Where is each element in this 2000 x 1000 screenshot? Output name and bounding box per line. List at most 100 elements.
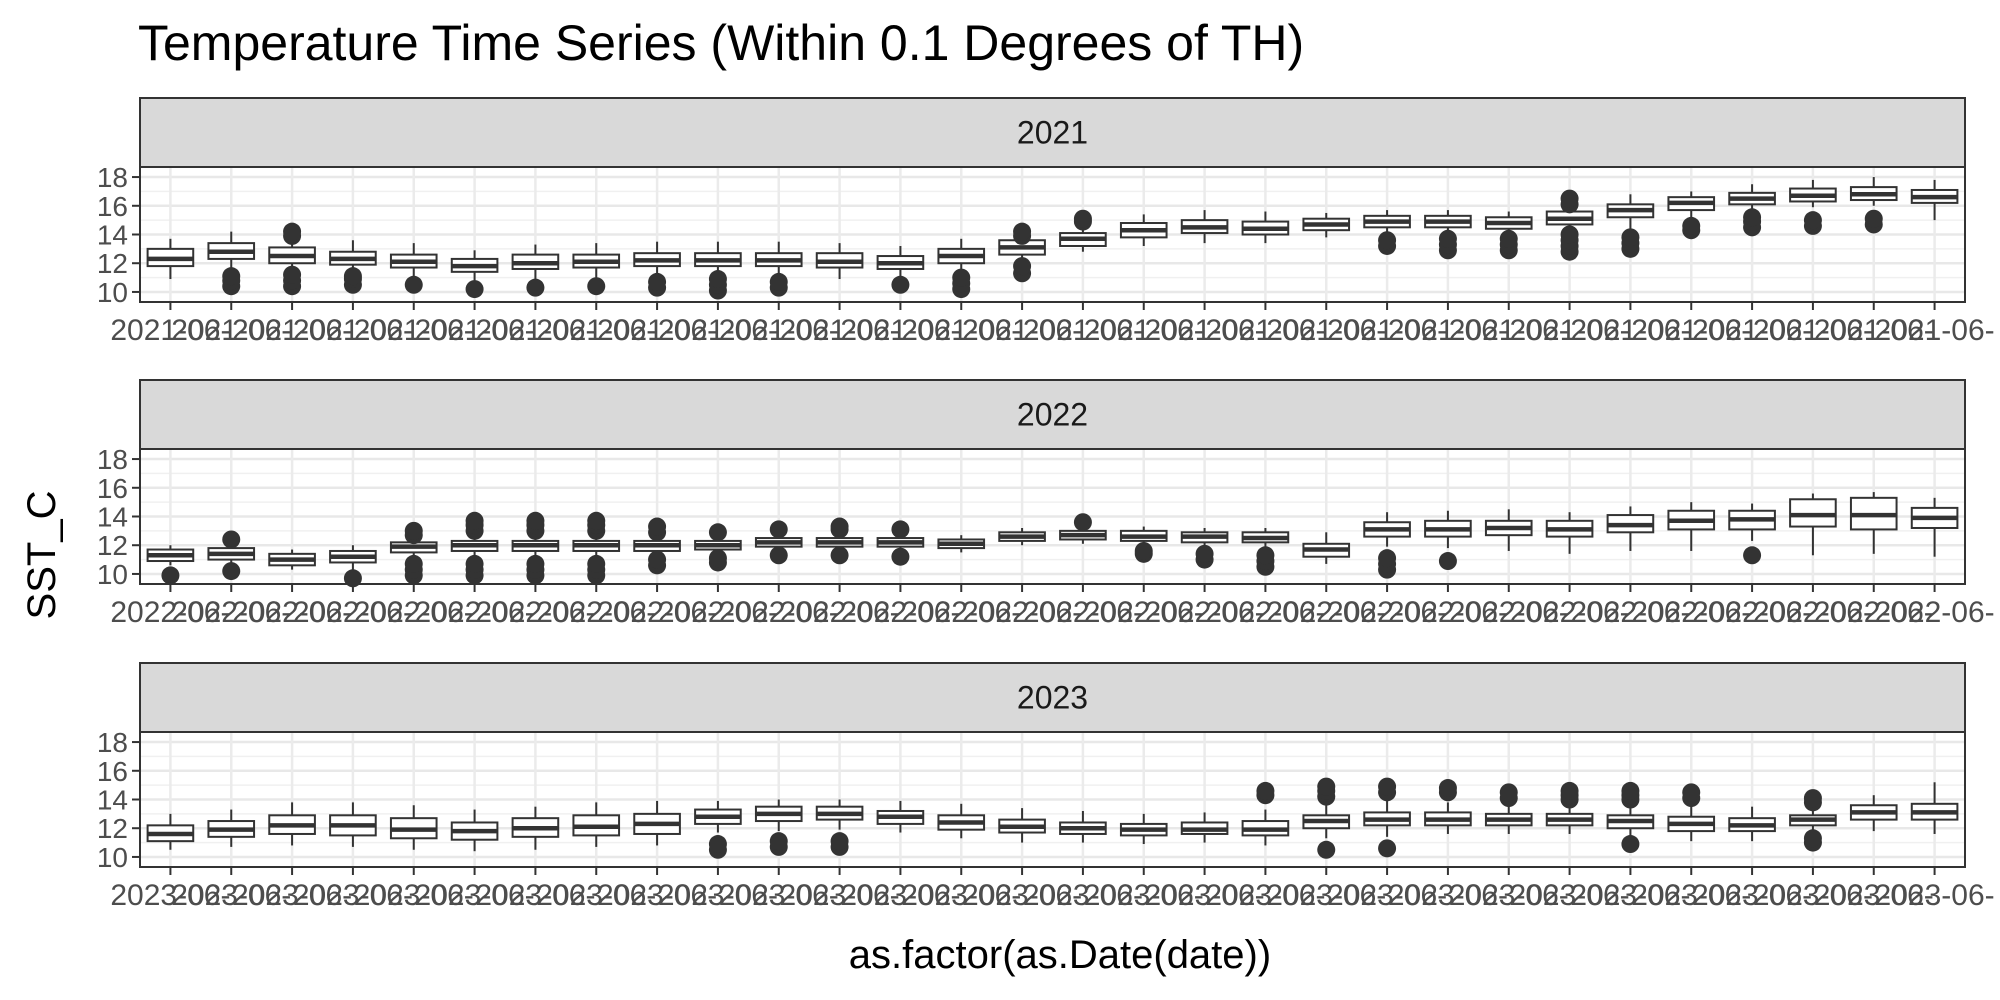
- panel-border: [139, 448, 1966, 585]
- outlier-point: [1499, 229, 1518, 248]
- facet-strip-label: 2022: [1017, 397, 1088, 433]
- facet-panel-2023: 202310121416182023-06-2023-06-2023-06-20…: [97, 662, 1995, 912]
- box-2023-13: [876, 800, 925, 833]
- outlier-point: [1195, 544, 1214, 563]
- x-tick-label: 2022-06-: [1510, 596, 1630, 629]
- x-tick-label: 2023-06-: [1388, 879, 1508, 912]
- x-tick-label: 2022-06-: [1327, 596, 1447, 629]
- x-tick-label: 2022-06-: [901, 596, 1021, 629]
- x-tick-label: 2021-06-: [1570, 314, 1690, 347]
- box-2021-10: [694, 241, 742, 300]
- x-tick-label: 2021-06-: [1205, 314, 1325, 347]
- box-2023-10: [694, 800, 742, 859]
- x-tick-label: 2022-06-: [962, 596, 1082, 629]
- outlier-point: [587, 554, 606, 573]
- box-2023-16: [1059, 810, 1107, 843]
- box-2022-24: [1545, 512, 1594, 554]
- x-tick-label: 2023-06-: [962, 879, 1082, 912]
- box-2022-30: [1910, 497, 1959, 557]
- outlier-point: [587, 511, 606, 530]
- y-tick-label: 10: [97, 559, 128, 590]
- outlier-point: [161, 566, 180, 585]
- x-tick-label: 2023-06-: [1084, 879, 1204, 912]
- y-tick-label: 14: [97, 220, 128, 251]
- box-2023-24: [1545, 781, 1594, 834]
- facet-panel-2022: 202210121416182022-06-2022-06-2022-06-20…: [97, 379, 1995, 629]
- box-2022-25: [1606, 506, 1655, 551]
- x-tick-label: 2021-06-: [1388, 314, 1508, 347]
- x-tick-label: 2022-06-: [1023, 596, 1143, 629]
- x-tick-label: 2021-06-: [1814, 314, 1934, 347]
- box-2023-22: [1424, 779, 1472, 834]
- box-2022-1: [146, 545, 195, 585]
- panel-border: [139, 166, 1966, 303]
- outlier-point: [1560, 225, 1579, 244]
- box-2021-15: [998, 222, 1046, 283]
- outlier-point: [1560, 781, 1579, 800]
- facet-strip: [139, 379, 1966, 450]
- outlier-point: [1317, 840, 1336, 859]
- box-2022-13: [876, 520, 925, 566]
- x-tick-label: 2023-06-: [536, 879, 656, 912]
- x-tick-label: 2023-06-: [475, 879, 595, 912]
- x-tick-label: 2022-06-: [1205, 596, 1325, 629]
- box-2022-20: [1302, 532, 1351, 564]
- outlier-point: [1682, 216, 1701, 235]
- y-tick-label: 18: [97, 444, 128, 475]
- box-2021-17: [1119, 214, 1168, 246]
- y-tick-label: 18: [97, 727, 128, 758]
- box-2022-26: [1667, 502, 1716, 551]
- box-2021-14: [937, 238, 986, 299]
- box-2023-23: [1484, 783, 1533, 834]
- x-tick-label: 2023-06-: [719, 879, 839, 912]
- x-tick-label: 2022-06-: [658, 596, 778, 629]
- chart-title: Temperature Time Series (Within 0.1 Degr…: [138, 15, 1304, 71]
- box-2023-12: [815, 799, 864, 856]
- outlier-point: [830, 546, 849, 565]
- x-tick-label: 2023-06-: [354, 879, 474, 912]
- x-tick-label: 2023-06-: [1023, 879, 1143, 912]
- box-2023-1: [146, 813, 195, 850]
- y-tick-label: 10: [97, 277, 128, 308]
- box-2022-29: [1849, 492, 1898, 554]
- outlier-point: [1438, 229, 1457, 248]
- box-2022-3: [268, 549, 316, 570]
- x-tick-label: 2021-06-: [1510, 314, 1630, 347]
- x-tick-label: 2023-06-: [1631, 879, 1751, 912]
- box-2022-22: [1424, 510, 1472, 571]
- box-2022-9: [633, 517, 681, 575]
- outlier-point: [769, 272, 788, 291]
- box-2023-17: [1119, 813, 1168, 845]
- x-tick-label: 2023-06-: [658, 879, 778, 912]
- box-2022-8: [572, 511, 621, 585]
- outlier-point: [404, 521, 423, 540]
- x-tick-label: 2021-06-: [1023, 314, 1143, 347]
- box-2023-7: [511, 806, 560, 850]
- box-2022-6: [450, 511, 499, 585]
- outlier-point: [1743, 208, 1762, 227]
- box-2022-17: [1119, 526, 1168, 563]
- box-2022-2: [207, 530, 256, 581]
- x-tick-label: 2021-06-: [293, 314, 413, 347]
- y-tick-label: 12: [97, 248, 128, 279]
- x-tick-label: 2021-06-: [1327, 314, 1447, 347]
- box-2021-3: [268, 222, 316, 296]
- x-tick-label: 2022-06-: [1145, 596, 1265, 629]
- box-2021-19: [1241, 211, 1290, 244]
- x-tick-label: 2022-06-: [1753, 596, 1873, 629]
- box-2022-15: [998, 527, 1046, 546]
- box-2021-11: [754, 241, 803, 297]
- box-2022-18: [1180, 527, 1229, 569]
- outlier-point: [465, 554, 484, 573]
- x-tick-label: 2021-06-: [475, 314, 595, 347]
- y-tick-label: 12: [97, 530, 128, 561]
- box-2021-29: [1849, 177, 1898, 234]
- x-tick-label: 2022-06-: [597, 596, 717, 629]
- x-tick-label: 2022-06-: [536, 596, 656, 629]
- x-tick-label: 2023-06-: [232, 879, 352, 912]
- outlier-point: [1378, 839, 1397, 858]
- x-tick-label: 2023-06-: [1510, 879, 1630, 912]
- x-tick-label: 2022-06-: [780, 596, 900, 629]
- outlier-point: [830, 517, 849, 536]
- outlier-point: [891, 275, 910, 294]
